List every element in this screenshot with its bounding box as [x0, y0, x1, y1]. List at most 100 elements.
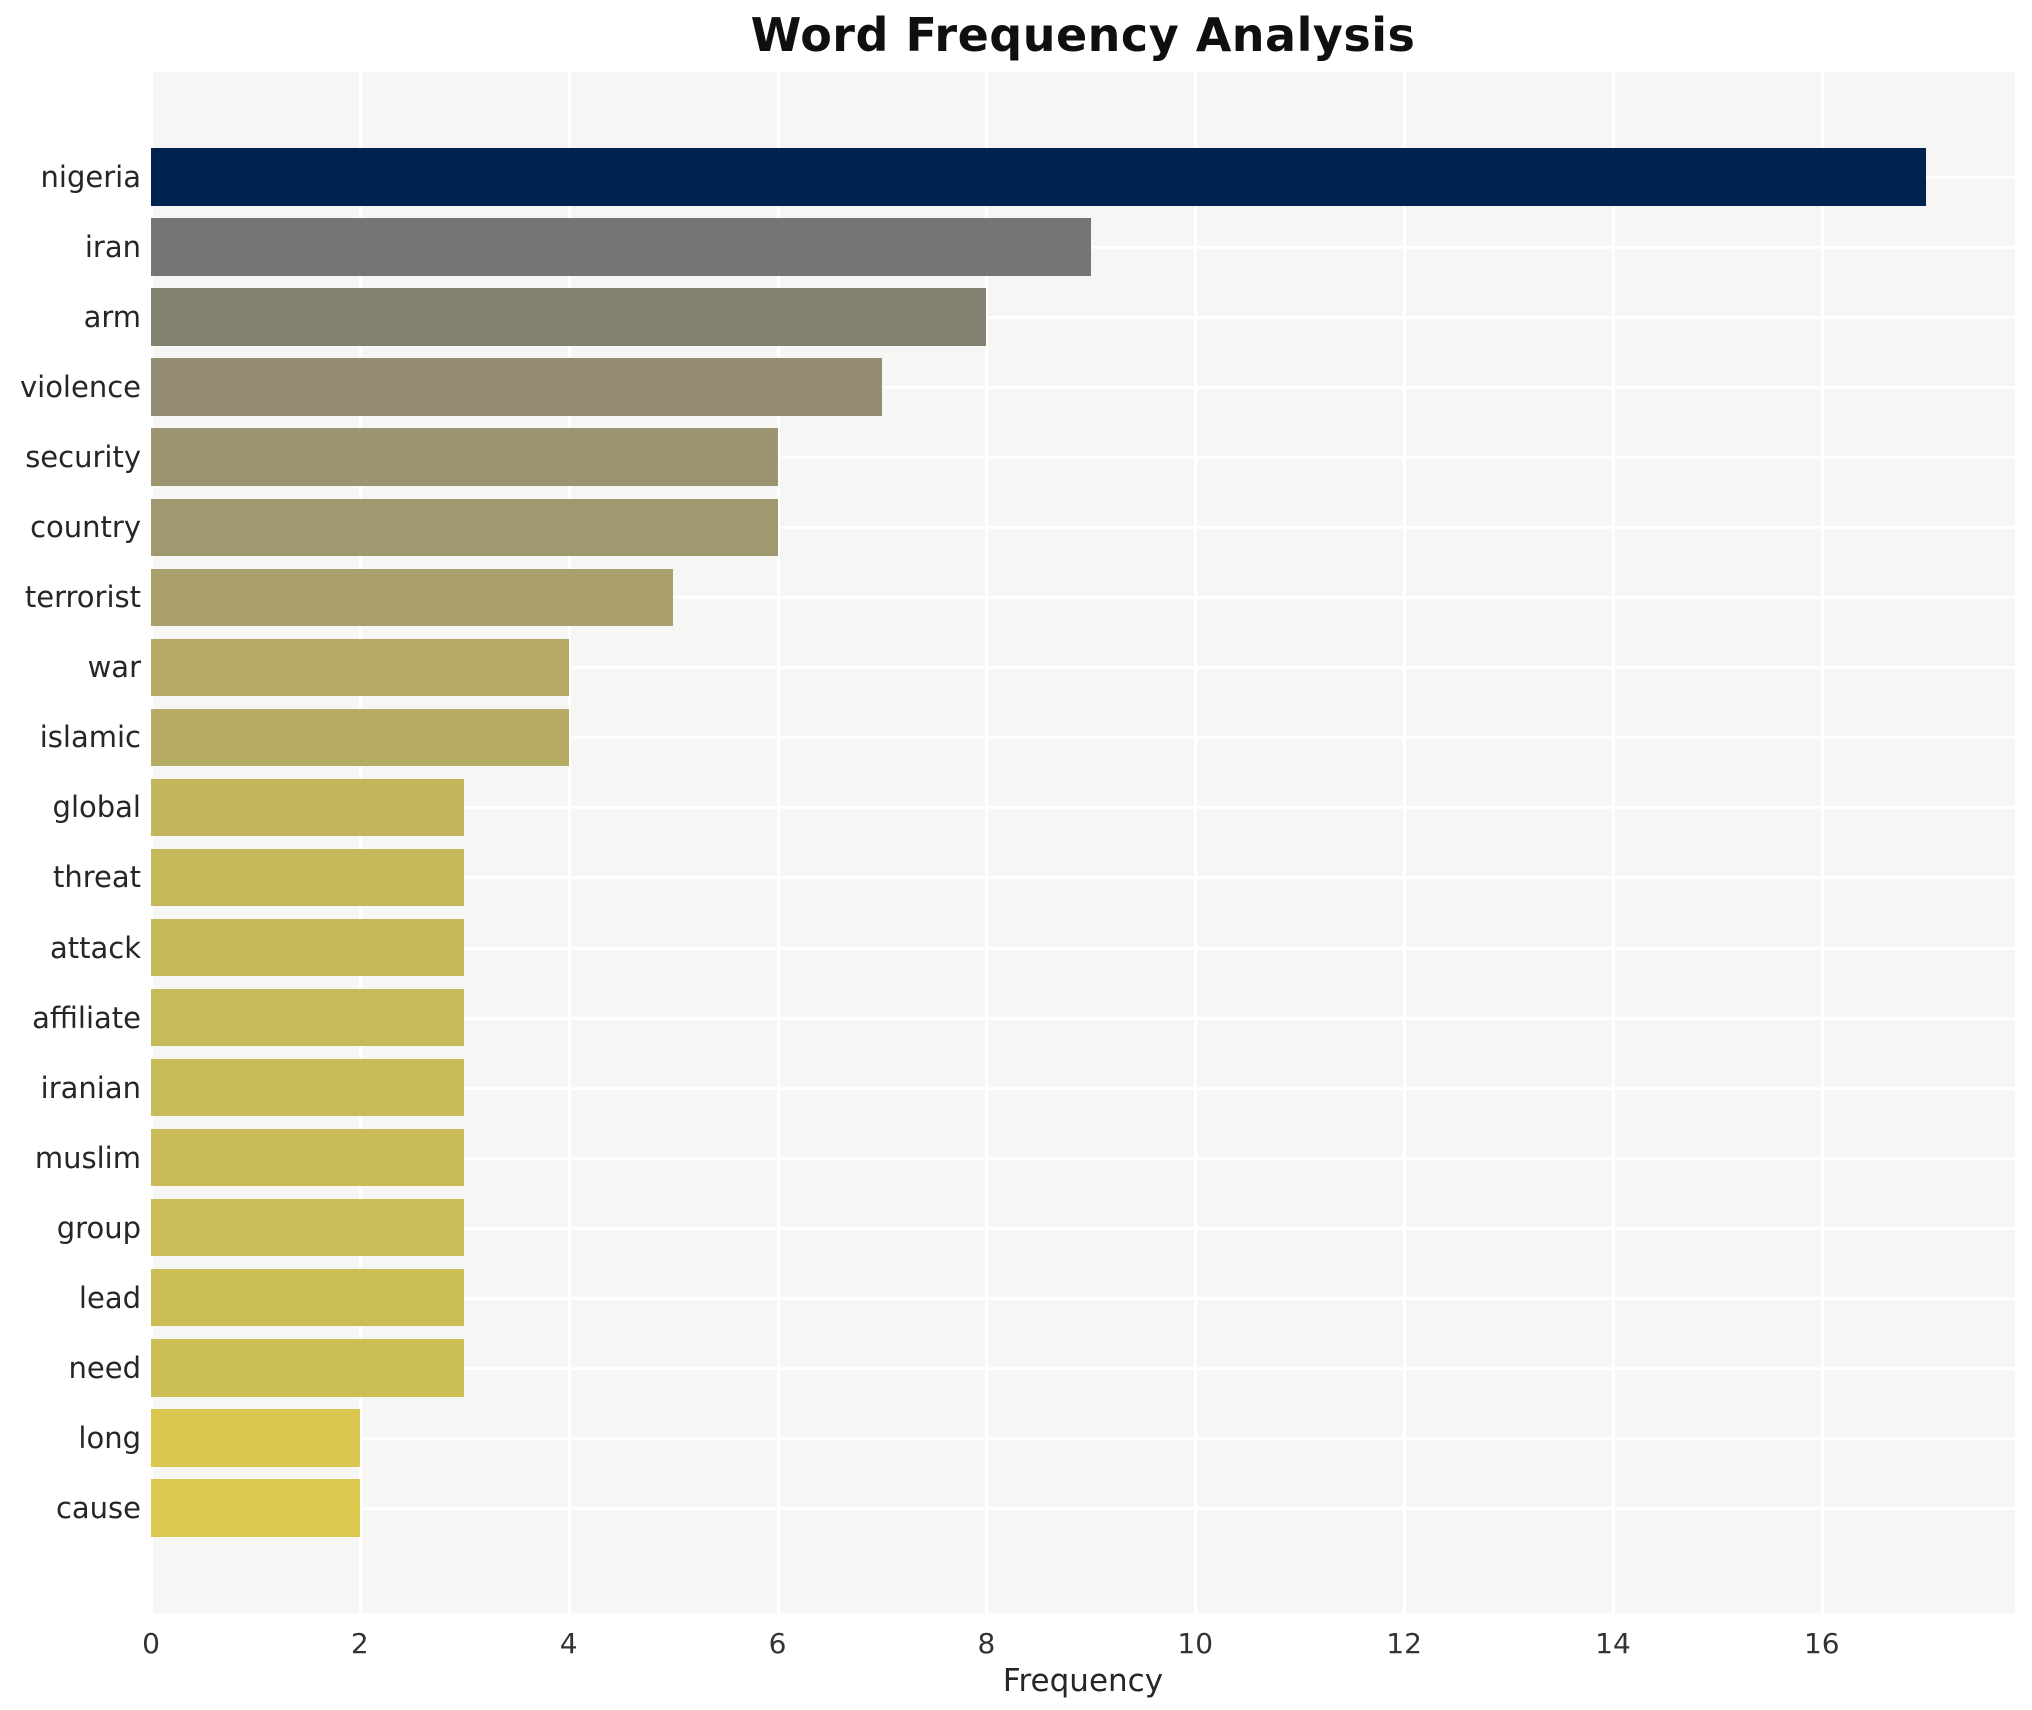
bar [151, 918, 465, 977]
bar [151, 708, 569, 767]
category-label: affiliate [32, 1000, 141, 1035]
bar-row: affiliate [32, 983, 2015, 1053]
x-tick-label: 8 [977, 1627, 996, 1660]
horizontal-gridline [151, 1226, 2015, 1230]
bar-row: long [78, 1403, 2015, 1473]
bar [151, 1269, 465, 1327]
bar-row: cause [56, 1473, 2015, 1543]
bar-row: war [88, 632, 2015, 702]
bar [151, 848, 465, 907]
bar [151, 1058, 465, 1117]
x-tick-label: 2 [350, 1627, 369, 1660]
bar-row: group [57, 1193, 2015, 1263]
horizontal-gridline [151, 736, 2015, 740]
category-label: group [56, 1210, 141, 1245]
bar-row: islamic [40, 702, 2015, 772]
bar-row: attack [50, 913, 2015, 983]
bar [151, 778, 465, 837]
bar [151, 1479, 360, 1537]
horizontal-gridline [151, 1436, 2015, 1440]
horizontal-gridline [151, 946, 2015, 950]
category-label: lead [78, 1280, 141, 1315]
horizontal-gridline [151, 316, 2015, 320]
bar-row: muslim [35, 1123, 2015, 1193]
vertical-gridline [1611, 72, 1615, 1613]
bar-row: security [25, 422, 2015, 492]
vertical-gridline [776, 72, 780, 1613]
horizontal-gridline [151, 876, 2015, 880]
horizontal-gridline [151, 596, 2015, 600]
vertical-gridline [1820, 72, 1824, 1613]
bar-row: global [53, 772, 2015, 842]
plot-area: nigeria iran arm violence security country ter… [20, 72, 2015, 1613]
horizontal-gridline [151, 1366, 2015, 1370]
horizontal-gridline [151, 666, 2015, 670]
bar [151, 148, 1927, 206]
x-tick-label: 4 [559, 1627, 578, 1660]
x-tick-label: 12 [1386, 1627, 1422, 1660]
bar [151, 288, 987, 346]
bar-row: arm [84, 282, 2015, 352]
bar-rows-container: nigeria iran arm violence security country ter… [20, 72, 2015, 1613]
x-tick-label: 6 [768, 1627, 787, 1660]
category-label: nigeria [40, 160, 141, 195]
bar-row: iran [85, 212, 2015, 282]
vertical-gridline [567, 72, 571, 1613]
horizontal-gridline [151, 1016, 2015, 1020]
x-axis-label: Frequency [1002, 1663, 1164, 1699]
bar [151, 568, 674, 627]
bar [151, 988, 465, 1047]
category-label: attack [49, 930, 141, 965]
x-tick-label: 10 [1177, 1627, 1214, 1660]
bar-row: lead [79, 1263, 2015, 1333]
vertical-gridline [985, 72, 989, 1613]
category-label: security [25, 440, 141, 475]
bar [151, 1339, 465, 1397]
bar-row: iranian [41, 1053, 2015, 1123]
chart-title: Word Frequency Analysis [750, 8, 1416, 62]
category-label: global [52, 790, 141, 825]
bar-row: country [30, 492, 2015, 562]
category-label: iran [84, 230, 141, 265]
bar [151, 428, 778, 486]
horizontal-gridline [151, 1086, 2015, 1090]
category-label: islamic [39, 720, 141, 755]
category-label: threat [52, 860, 141, 895]
bar-row: terrorist [25, 562, 2015, 632]
horizontal-gridline [151, 526, 2015, 530]
vertical-gridline [358, 72, 362, 1613]
bar [151, 1199, 465, 1257]
x-tick-label: 0 [142, 1627, 160, 1660]
bar [151, 1409, 360, 1467]
category-label: war [87, 650, 141, 685]
category-label: violence [19, 370, 141, 405]
bar-row: need [69, 1333, 2015, 1403]
horizontal-gridline [151, 386, 2015, 390]
category-label: iranian [40, 1070, 141, 1105]
horizontal-gridline [151, 456, 2015, 460]
horizontal-gridline [151, 1156, 2015, 1160]
category-label: country [30, 510, 141, 545]
category-label: muslim [34, 1140, 141, 1175]
bar-row: violence [20, 352, 2015, 422]
bar [151, 638, 569, 697]
bar [151, 218, 1091, 276]
category-label: terrorist [24, 580, 141, 615]
horizontal-gridline [151, 1296, 2015, 1300]
bar [151, 358, 882, 416]
category-label: long [78, 1420, 141, 1455]
category-label: need [68, 1350, 141, 1385]
vertical-gridline [150, 72, 153, 1613]
bar [151, 1128, 465, 1187]
x-tick-label: 14 [1595, 1627, 1631, 1660]
x-tick-label: 16 [1803, 1627, 1840, 1660]
horizontal-gridline [151, 1506, 2015, 1510]
bar-row: threat [53, 842, 2015, 912]
bar [151, 498, 778, 556]
vertical-gridline [1194, 72, 1198, 1613]
bar-row: nigeria [41, 142, 2015, 212]
vertical-gridline [1403, 72, 1407, 1613]
horizontal-gridline [151, 806, 2015, 810]
category-label: cause [55, 1490, 141, 1525]
